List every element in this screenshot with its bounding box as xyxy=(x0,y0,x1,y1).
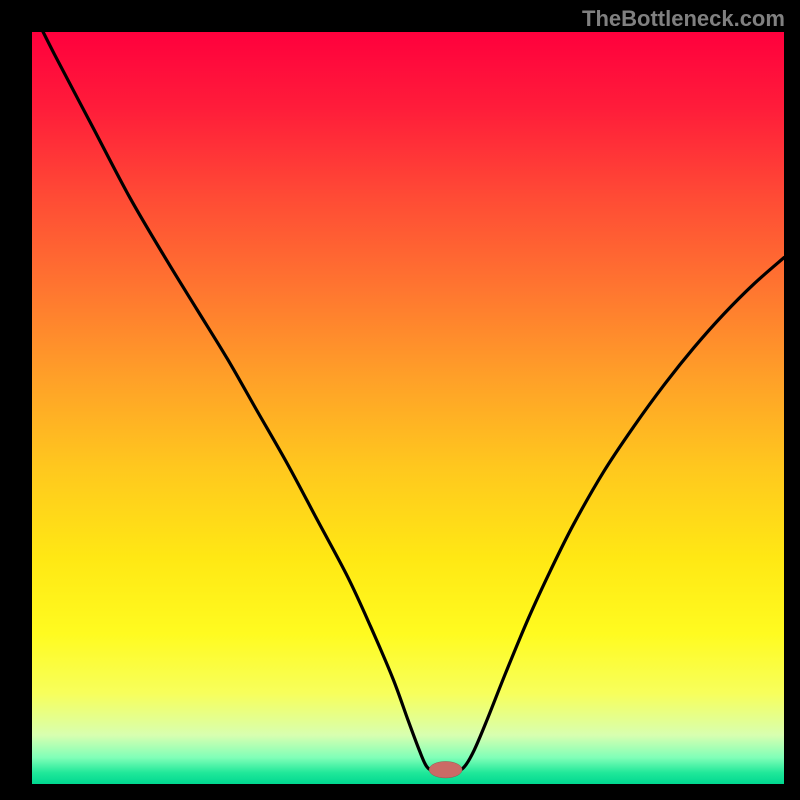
chart-frame xyxy=(0,0,800,800)
plot-svg xyxy=(32,32,784,784)
gradient-background xyxy=(32,32,784,784)
watermark-text: TheBottleneck.com xyxy=(582,6,785,32)
plot-area xyxy=(32,32,784,784)
optimal-marker xyxy=(429,761,462,778)
